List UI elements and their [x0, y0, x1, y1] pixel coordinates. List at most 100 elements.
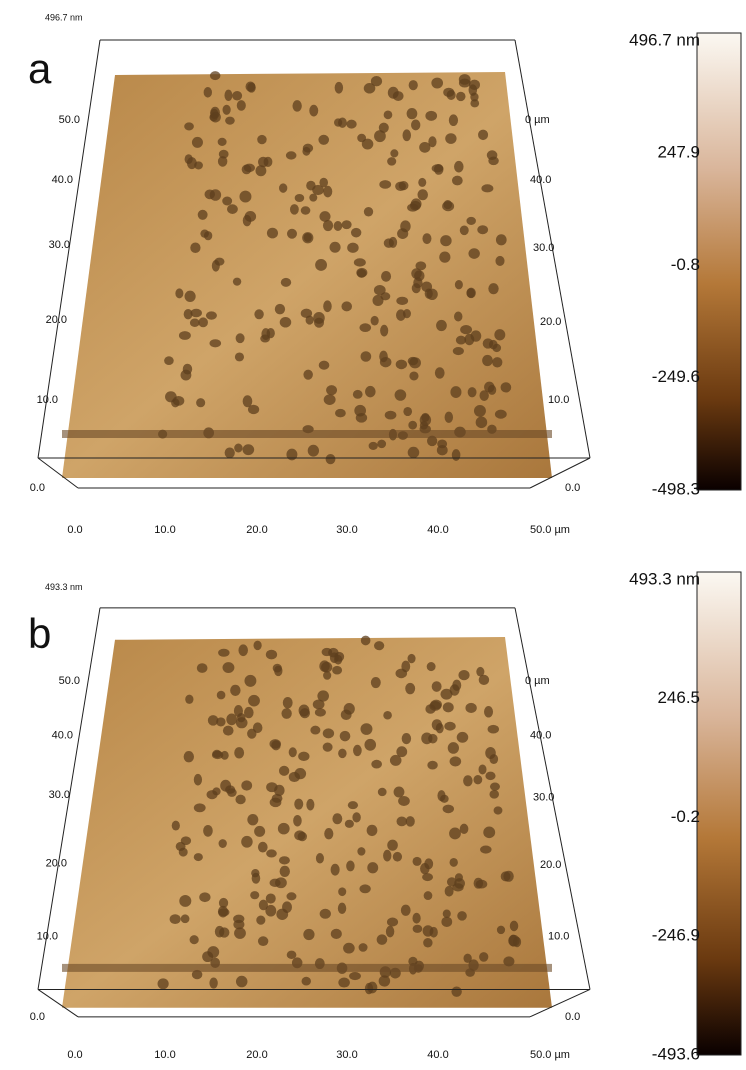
- bump: [223, 105, 231, 115]
- bump: [369, 442, 378, 450]
- bump: [313, 699, 325, 709]
- bump: [173, 396, 184, 406]
- bump: [306, 799, 314, 811]
- bump: [427, 289, 438, 300]
- bump: [181, 914, 190, 923]
- bump: [309, 105, 318, 117]
- bump: [354, 258, 366, 266]
- bump: [387, 840, 398, 851]
- bump: [295, 194, 305, 202]
- bump: [468, 387, 477, 397]
- panel-letter: a: [28, 45, 52, 92]
- bump: [183, 364, 192, 375]
- bump: [396, 297, 408, 305]
- bump: [357, 847, 365, 856]
- bump: [495, 410, 507, 419]
- bump: [386, 926, 394, 938]
- bump: [384, 238, 394, 248]
- bump: [335, 409, 346, 417]
- bump: [379, 351, 388, 363]
- bump: [323, 300, 332, 312]
- bump: [482, 355, 493, 366]
- bump: [323, 728, 334, 738]
- bump: [489, 340, 498, 350]
- bump: [216, 717, 225, 726]
- bump: [346, 861, 354, 872]
- bump: [194, 803, 206, 812]
- x-axis-label: 0.0: [67, 1049, 82, 1061]
- bump: [364, 739, 376, 751]
- bump: [444, 722, 455, 731]
- bump: [309, 194, 317, 202]
- bump: [454, 161, 463, 173]
- bump: [411, 120, 420, 131]
- bump: [283, 697, 293, 709]
- bump: [409, 80, 418, 90]
- bump: [274, 666, 282, 677]
- bump: [255, 165, 266, 176]
- bump: [345, 820, 354, 828]
- bump: [379, 180, 391, 189]
- bump: [411, 198, 422, 209]
- y-axis-label: 0 µm: [525, 114, 550, 126]
- bump: [298, 832, 307, 841]
- bump: [480, 390, 489, 401]
- bump: [348, 801, 358, 809]
- x-axis-label: 30.0: [336, 1049, 357, 1061]
- bump: [218, 908, 229, 916]
- bump: [419, 142, 430, 153]
- bump: [338, 903, 346, 914]
- bump: [442, 201, 454, 211]
- bump: [303, 929, 314, 940]
- bump: [334, 118, 342, 126]
- bump: [164, 356, 174, 365]
- bump: [190, 242, 200, 253]
- bump: [267, 328, 275, 338]
- bump: [465, 703, 476, 713]
- bump: [319, 178, 328, 188]
- bump: [468, 248, 479, 259]
- bump: [408, 357, 418, 365]
- bump: [321, 662, 332, 673]
- bump: [197, 663, 208, 673]
- bump: [316, 853, 324, 863]
- bump: [287, 229, 297, 239]
- bump: [324, 828, 333, 839]
- x-axis-label: 10.0: [154, 524, 175, 536]
- bump: [250, 891, 259, 899]
- bump: [194, 774, 202, 786]
- bump: [450, 858, 458, 867]
- bump: [236, 333, 245, 343]
- bump: [485, 747, 496, 759]
- bump: [205, 190, 215, 200]
- bump: [248, 695, 260, 707]
- bump: [293, 815, 302, 826]
- bump: [402, 733, 411, 744]
- bump: [241, 836, 252, 848]
- bump: [253, 641, 261, 651]
- colorbar-label: 496.7 nm: [629, 30, 700, 49]
- bump: [290, 204, 299, 215]
- bump: [218, 156, 227, 167]
- bump: [457, 911, 467, 921]
- bump: [344, 703, 355, 715]
- colorbar-label: -246.9: [652, 926, 700, 945]
- bump: [242, 165, 252, 175]
- bump: [266, 849, 277, 857]
- bump: [480, 846, 492, 854]
- bump: [278, 823, 290, 835]
- y-axis-label: 40.0: [530, 730, 551, 742]
- bump: [209, 977, 217, 988]
- bump: [454, 311, 462, 321]
- y-axis-label: 50.0: [59, 114, 80, 126]
- bump: [286, 449, 297, 461]
- bump: [340, 731, 351, 741]
- bump: [388, 87, 399, 99]
- bump: [332, 813, 342, 824]
- bump: [378, 788, 387, 796]
- bump: [279, 856, 290, 864]
- bump: [298, 752, 309, 761]
- bump: [354, 405, 366, 417]
- bump: [214, 258, 224, 266]
- bump: [429, 701, 441, 711]
